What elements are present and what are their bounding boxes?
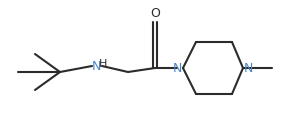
- Text: O: O: [150, 7, 160, 20]
- Text: H: H: [99, 59, 107, 69]
- Text: N: N: [173, 62, 182, 74]
- Text: N: N: [91, 60, 101, 72]
- Text: N: N: [244, 62, 253, 74]
